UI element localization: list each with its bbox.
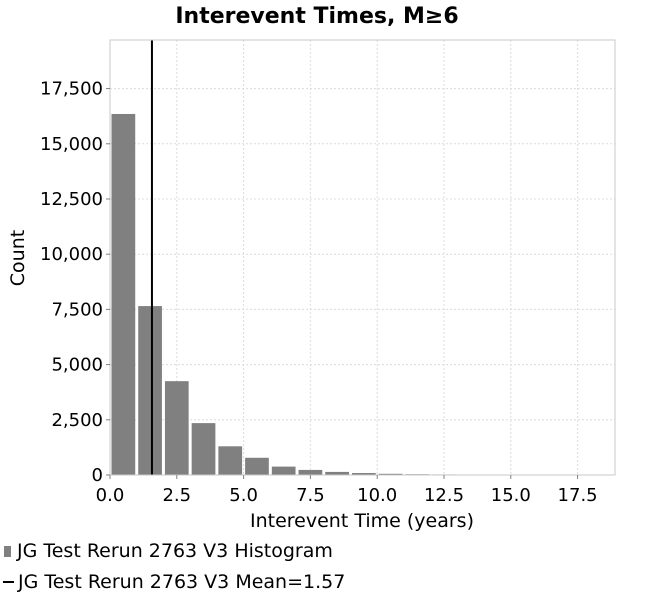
legend-mean: JG Test Rerun 2763 V3 Mean=1.57: [2, 571, 345, 593]
y-axis-label: Count: [7, 230, 29, 286]
y-ticks: 0 2,500 5,000 7,500 10,000 12,500 15,000 17,500: [40, 79, 110, 486]
plot-frame: [109, 39, 616, 476]
legend-swatch-mean: [3, 581, 14, 583]
y-tick-label: 12,500: [40, 189, 103, 210]
chart-title: Interevent Times, M≥6: [175, 4, 458, 29]
histogram-bar: [111, 113, 136, 476]
x-tick-label: 0.0: [96, 485, 125, 506]
x-tick-label: 2.5: [162, 485, 191, 506]
y-tick-label: 15,000: [40, 134, 103, 155]
histogram-bar: [245, 457, 269, 475]
histogram-bar: [218, 446, 243, 475]
histogram-bar: [191, 423, 216, 475]
bars: [111, 113, 617, 476]
y-tick-label: 2,500: [51, 410, 103, 431]
x-tick-label: 12.5: [424, 485, 464, 506]
x-tick-label: 5.0: [229, 485, 258, 506]
legend-histogram: JG Test Rerun 2763 V3 Histogram: [2, 540, 333, 562]
histogram-bar: [271, 466, 296, 475]
y-tick-label: 17,500: [40, 79, 103, 100]
y-tick-label: 10,000: [40, 244, 103, 265]
y-tick-label: 7,500: [51, 299, 103, 320]
histogram-bar: [378, 473, 403, 475]
x-axis-label: Interevent Time (years): [250, 510, 474, 532]
x-tick-label: 17.5: [558, 485, 598, 506]
x-tick-label: 7.5: [296, 485, 325, 506]
x-tick-label: 15.0: [491, 485, 531, 506]
legend-swatch-histogram: [4, 545, 11, 557]
legend-label-mean: JG Test Rerun 2763 V3 Mean=1.57: [18, 571, 346, 593]
histogram-bar: [164, 381, 189, 475]
x-tick-label: 10.0: [357, 485, 397, 506]
x-ticks: 0.0 2.5 5.0 7.5 10.0 12.5 15.0 17.5: [96, 475, 598, 506]
histogram-bar: [298, 469, 323, 475]
histogram-bar: [325, 471, 349, 475]
y-tick-label: 0: [92, 465, 103, 486]
legend-label-histogram: JG Test Rerun 2763 V3 Histogram: [17, 540, 333, 562]
histogram-bar: [351, 473, 376, 475]
y-tick-label: 5,000: [51, 355, 103, 376]
histogram-bar: [138, 306, 162, 475]
